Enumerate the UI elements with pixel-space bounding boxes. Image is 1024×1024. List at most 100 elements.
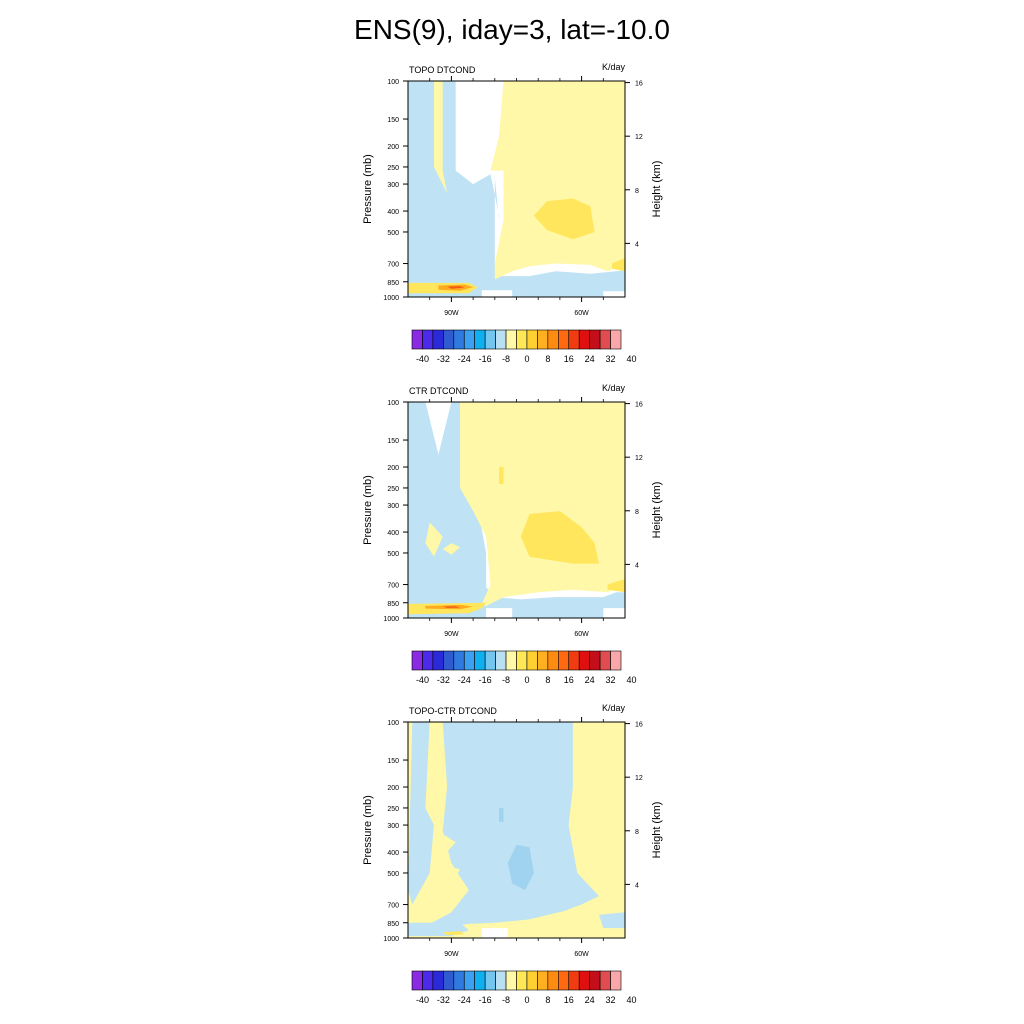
contour-region [442, 543, 461, 555]
colorbar-swatch [484, 970, 496, 991]
colorbar: -40 -32 -24 -16 -8 0 8 16 24 32 40 [411, 970, 636, 1005]
colorbar-swatch [537, 650, 549, 671]
y-tick-label: 850 [387, 601, 399, 608]
contour-region [603, 608, 625, 618]
y2-tick-label: 16 [635, 402, 643, 409]
colorbar-label: -40 [416, 354, 429, 364]
colorbar-swatch [557, 970, 570, 991]
units-label: K/day [602, 62, 626, 72]
y-tick-label: 500 [387, 230, 399, 237]
contour-field [408, 402, 625, 618]
contour-region [408, 81, 625, 297]
colorbar-swatch [610, 329, 622, 350]
x-tick-label: 90W [444, 951, 459, 958]
colorbar-label: 32 [606, 995, 616, 1005]
contour-region [425, 522, 443, 557]
y-tick-label: 1000 [383, 616, 399, 623]
colorbar-swatch [495, 650, 507, 671]
y-tick-label: 850 [387, 280, 399, 287]
contour-region [442, 931, 465, 936]
colorbar-swatch [610, 650, 622, 671]
colorbar-swatch [453, 970, 465, 991]
y-tick-label: 850 [387, 921, 399, 928]
y-tick-label: 300 [387, 182, 399, 189]
y-axis-label: Pressure (mb) [362, 154, 374, 224]
colorbar-swatch [505, 329, 517, 350]
contour-region [499, 467, 504, 485]
colorbar-label: 32 [606, 354, 616, 364]
contour-panel-1: TOPO DTCOND K/day100150200250300400500700… [362, 62, 663, 364]
colorbar-swatch [578, 970, 590, 991]
y-tick-label: 400 [387, 209, 399, 216]
colorbar-label: 8 [545, 675, 550, 685]
contour-region [612, 258, 625, 272]
colorbar-swatch [474, 329, 486, 350]
colorbar-swatch [463, 329, 475, 350]
y2-tick-label: 8 [635, 188, 639, 195]
contour-region [408, 722, 434, 905]
colorbar-label: -8 [502, 354, 510, 364]
colorbar-label: 24 [585, 354, 595, 364]
y-tick-label: 1000 [383, 295, 399, 302]
colorbar-label: 16 [564, 354, 574, 364]
colorbar-label: 40 [626, 995, 636, 1005]
contour-panel-2: CTR DTCOND K/day1001502002503004005007008… [362, 383, 663, 685]
colorbar-swatch [411, 329, 423, 350]
colorbar-label: 8 [545, 995, 550, 1005]
colorbar-swatch [537, 970, 549, 991]
y-tick-label: 200 [387, 785, 399, 792]
colorbar: -40 -32 -24 -16 -8 0 8 16 24 32 40 [411, 650, 636, 685]
colorbar-swatch [432, 970, 444, 991]
colorbar-label: -16 [479, 354, 492, 364]
colorbar-swatch [589, 650, 601, 671]
y2-tick-label: 12 [635, 134, 643, 141]
colorbar-swatch [516, 970, 528, 991]
colorbar-swatch [474, 650, 486, 671]
colorbar-label: -32 [437, 354, 450, 364]
colorbar-swatch [557, 329, 570, 350]
y-tick-label: 150 [387, 438, 399, 445]
y2-axis-label: Height (km) [651, 482, 663, 539]
x-tick-label: 60W [574, 631, 589, 638]
contour-region [490, 81, 625, 280]
colorbar-swatch [547, 329, 559, 350]
y2-tick-label: 16 [635, 722, 643, 729]
colorbar-swatch [453, 329, 465, 350]
colorbar-swatch [599, 329, 611, 350]
colorbar-swatch [568, 650, 580, 671]
colorbar-label: 8 [545, 354, 550, 364]
colorbar-swatch [505, 650, 517, 671]
colorbar-swatch [411, 650, 423, 671]
colorbar-swatch [599, 650, 611, 671]
y2-tick-label: 12 [635, 775, 643, 782]
contour-region [499, 808, 504, 822]
figure-title: ENS(9), iday=3, lat=-10.0 [354, 14, 670, 45]
colorbar-label: -8 [502, 995, 510, 1005]
colorbar-label: -40 [416, 995, 429, 1005]
y-tick-label: 250 [387, 486, 399, 493]
y-tick-label: 100 [387, 400, 399, 407]
y-axis-label: Pressure (mb) [362, 475, 374, 545]
contour-region [603, 291, 625, 297]
y-tick-label: 100 [387, 79, 399, 86]
y2-tick-label: 16 [635, 81, 643, 88]
y-tick-label: 700 [387, 583, 399, 590]
colorbar-swatch [516, 650, 528, 671]
contour-region [533, 198, 595, 240]
colorbar-swatch [578, 329, 590, 350]
y2-axis-label: Height (km) [651, 161, 663, 218]
colorbar-label: -8 [502, 675, 510, 685]
y-tick-label: 100 [387, 720, 399, 727]
colorbar-swatch [526, 970, 538, 991]
contour-region [599, 912, 625, 929]
colorbar-label: -24 [458, 675, 471, 685]
colorbar-label: 0 [524, 995, 529, 1005]
colorbar-swatch [432, 329, 444, 350]
y-axis-label: Pressure (mb) [362, 795, 374, 865]
contour-region [408, 402, 625, 618]
colorbar-swatch [547, 970, 559, 991]
panel-subtitle: TOPO-CTR DTCOND [409, 706, 497, 716]
colorbar-swatch [495, 329, 507, 350]
colorbar-swatch [463, 650, 475, 671]
colorbar-swatch [495, 970, 507, 991]
